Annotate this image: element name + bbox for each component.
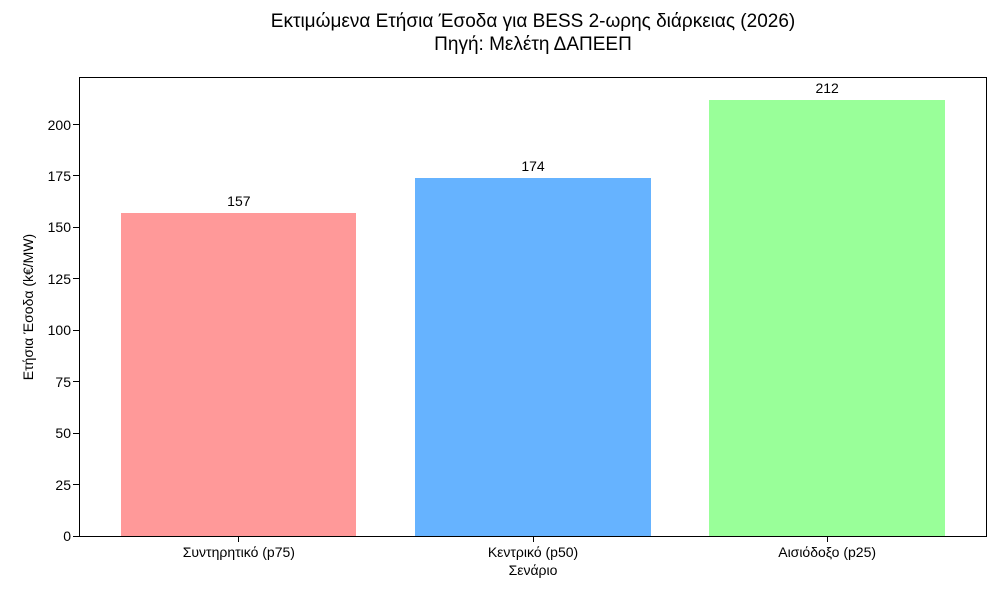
bar-value-label: 174 <box>521 158 545 174</box>
y-tick-label: 100 <box>47 322 71 339</box>
y-tick-label: 150 <box>47 219 71 236</box>
bar-value-label: 212 <box>815 79 839 96</box>
bar-value-label: 157 <box>227 192 251 209</box>
x-tick-mark <box>238 536 240 542</box>
y-tick-label: 0 <box>63 528 71 544</box>
y-tick-mark <box>73 432 79 434</box>
bar-1 <box>415 178 651 536</box>
chart-title-line2: Πηγή: Μελέτη ΔΑΠΕΕΠ <box>434 34 632 55</box>
bar-2 <box>709 99 945 536</box>
x-category-label: Κεντρικό (p50) <box>487 544 579 560</box>
y-tick-label: 175 <box>47 167 71 184</box>
y-tick-mark <box>73 175 79 177</box>
x-category-label: Αισιόδοξο (p25) <box>778 544 877 560</box>
y-tick-label: 200 <box>47 116 71 133</box>
y-tick-mark <box>73 484 79 486</box>
y-tick-label: 50 <box>55 425 71 442</box>
y-tick-mark <box>73 535 79 537</box>
x-tick-mark <box>532 536 534 542</box>
x-tick-mark <box>826 536 828 542</box>
y-tick-mark <box>73 278 79 280</box>
chart-title: Εκτιμώμενα Ετήσια Έσοδα για BESS 2-ωρης … <box>79 10 987 56</box>
y-tick-mark <box>73 226 79 228</box>
plot-area: 0 25 50 75 100 125 150 175 200 157 Συντηρητικό (p7… <box>48 77 987 560</box>
y-axis-label: Ετήσια Έσοδα (k€/MW) <box>20 233 36 381</box>
bar-0 <box>121 212 357 536</box>
x-axis-label: Σενάριο <box>508 562 558 578</box>
y-tick-mark <box>73 329 79 331</box>
y-tick-mark <box>73 124 79 125</box>
y-tick-label: 125 <box>47 270 71 287</box>
y-tick-label: 25 <box>55 476 71 493</box>
y-tick-mark <box>73 381 79 383</box>
y-tick-label: 75 <box>55 373 71 390</box>
chart-title-line1: Εκτιμώμενα Ετήσια Έσοδα για BESS 2-ωρης … <box>270 11 796 32</box>
x-category-label: Συντηρητικό (p75) <box>182 544 295 560</box>
